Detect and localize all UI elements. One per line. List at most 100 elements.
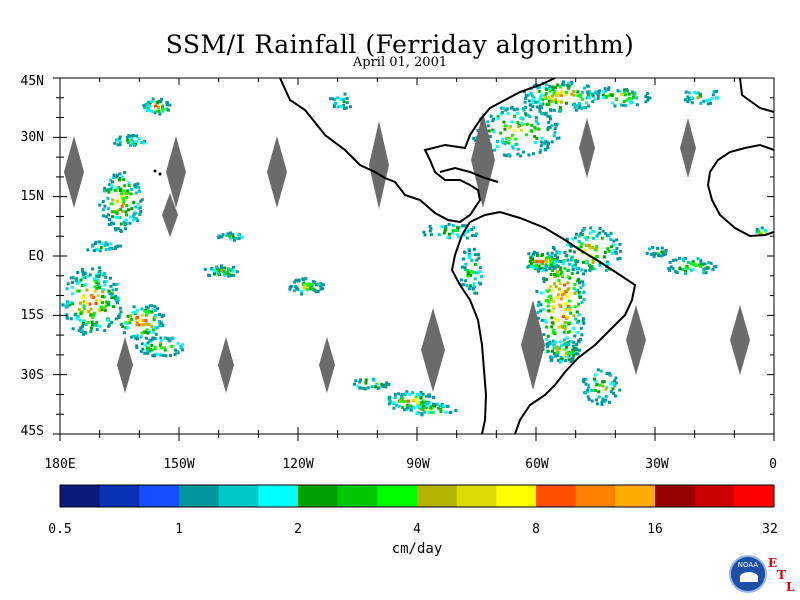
rain-pixel [387,382,391,386]
rain-pixel [709,261,713,265]
noaa-logo-text: NOAA [737,561,759,569]
rain-pixel [667,267,671,271]
rain-pixel [523,90,526,94]
rain-pixel [300,292,304,296]
rain-pixel [141,347,145,351]
rain-pixel [576,352,580,356]
rain-pixel [81,270,85,273]
rain-pixel [226,270,230,274]
rain-pixel [588,231,592,235]
rain-pixel [593,267,597,271]
rain-pixel [714,90,718,94]
rain-pixel [528,103,532,107]
lat-label-30s: 30S [20,368,44,383]
rain-pixel [136,182,140,186]
rain-pixel [336,96,340,100]
rain-pixel [613,384,617,388]
rain-pixel [555,136,559,140]
rain-pixel [86,320,90,324]
rain-pixel [550,355,554,359]
rain-pixel [236,233,240,237]
rain-pixel [126,314,130,318]
map-date: April 01, 2001 [352,55,448,70]
rain-pixel [556,264,560,268]
colorbar-swatch [60,485,101,507]
rain-pixel [521,150,525,154]
colorbar-swatch [655,485,696,507]
rain-pixel [492,130,496,134]
rain-pixel [108,247,112,251]
rain-pixel [588,269,592,273]
rain-pixel [593,97,597,101]
rain-pixel [146,331,150,335]
rain-pixel [126,189,130,193]
rain-pixel [161,353,165,357]
rain-pixel [699,101,703,105]
rain-pixel [521,107,525,111]
rain-pixel [71,280,74,284]
rain-pixel [296,288,300,291]
rain-pixel [237,236,241,240]
rain-pixel [150,99,154,103]
rain-pixel [220,266,224,270]
rain-pixel [110,294,114,298]
colorbar-swatch [377,485,418,507]
rain-pixel [554,340,558,344]
rain-pixel [429,227,433,231]
rain-pixel [582,290,586,294]
rain-pixel [159,336,163,340]
rain-pixel [662,253,666,257]
rain-pixel [141,319,145,322]
rain-pixel [548,95,551,99]
rain-pixel [132,305,136,309]
rain-pixel [474,271,478,275]
rain-pixel [316,290,320,294]
rain-pixel [329,97,332,101]
rain-pixel [144,343,148,347]
rain-pixel [585,238,589,242]
rain-pixel [579,326,583,330]
rain-pixel [710,97,714,100]
map-title: SSM/I Rainfall (Ferriday algorithm) [165,30,635,59]
colorbar-tick-1: 1 [175,522,183,537]
rain-pixel [104,304,108,308]
rain-pixel [553,272,557,276]
rain-pixel [120,204,124,208]
rain-pixel [699,265,703,268]
rain-pixel [363,387,367,391]
rain-pixel [345,97,349,100]
rain-pixel [422,230,426,234]
rain-pixel [435,402,439,406]
rain-pixel [584,391,588,395]
rain-pixel [473,253,477,257]
rain-pixel [109,187,113,191]
rain-pixel [563,283,567,287]
rain-pixel [555,270,559,274]
rain-pixel [173,348,177,352]
rain-pixel [227,267,231,271]
rain-pixel [601,384,605,388]
rain-pixel [124,210,128,214]
rain-pixel [147,323,151,326]
rain-pixel [421,399,425,403]
rain-pixel [101,294,105,298]
rain-pixel [120,175,124,179]
rain-pixel [148,108,152,112]
rain-pixel [528,264,532,268]
rain-pixel [119,310,123,314]
rain-pixel [551,349,554,353]
rain-pixel [565,345,569,349]
rain-pixel [144,305,148,309]
rain-pixel [570,357,574,361]
rain-pixel [575,232,578,236]
rain-pixel [516,121,520,125]
rain-pixel [537,300,541,304]
rain-pixel [562,260,566,264]
rain-pixel [141,313,144,317]
rain-pixel [409,408,413,412]
rain-pixel [683,257,687,260]
rain-pixel [232,265,235,269]
rain-pixel [585,244,589,248]
rain-pixel [625,88,629,92]
rain-pixel [451,224,455,228]
